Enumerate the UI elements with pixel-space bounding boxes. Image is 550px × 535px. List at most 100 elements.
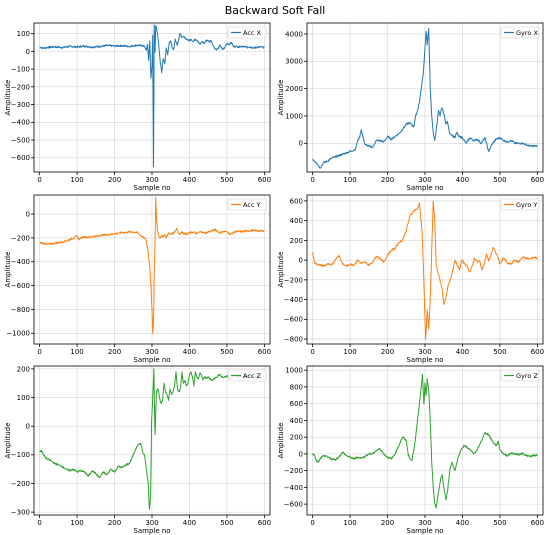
x-tick-label: 400: [456, 176, 469, 184]
y-tick-label: −200: [284, 276, 303, 284]
subplot-2: 0 100 200 300 400 500 600 0 1000 2000 3000 4000 Samp…: [277, 22, 544, 192]
y-tick-label: 1000: [285, 112, 303, 120]
subplot-6: 0 100 200 300 400 500 600 −600 −400 −200 0 200 400 60…: [277, 365, 544, 535]
legend-label: Gyro Y: [516, 201, 537, 209]
legend: Gyro Y: [500, 198, 540, 211]
y-tick-label: −600: [284, 501, 303, 509]
y-tick-label: 600: [290, 400, 303, 408]
y-tick-label: 0: [299, 140, 303, 148]
x-tick-label: 100: [343, 176, 356, 184]
x-axis-label: Sample no: [406, 527, 443, 535]
x-tick-label: 100: [70, 176, 83, 184]
legend: Gyro X: [500, 26, 540, 39]
legend-label: Acc X: [243, 29, 262, 37]
legend-box: [500, 26, 540, 39]
y-tick-label: 1000: [285, 367, 303, 375]
series-line: [312, 28, 538, 169]
x-axis-label: Sample no: [406, 356, 443, 364]
x-axis-label: Sample no: [133, 356, 170, 364]
series-line: [312, 373, 538, 509]
x-tick-label: 600: [258, 519, 271, 527]
y-tick-label: −800: [284, 335, 303, 343]
x-tick-label: 100: [70, 519, 83, 527]
x-tick-label: 0: [310, 348, 314, 356]
legend-box: [227, 369, 267, 382]
y-tick-label: −100: [11, 66, 30, 74]
y-axis-label: Amplitude: [277, 252, 285, 288]
y-tick-label: −600: [11, 282, 30, 290]
subplot-4: 0 100 200 300 400 500 600 −800 −600 −400 −200 0 200 4…: [277, 194, 544, 364]
subplot-1: 0 100 200 300 400 500 600 −600 −500 −400 −300 −200 −…: [4, 22, 271, 192]
y-axis-label: Amplitude: [4, 423, 12, 459]
y-tick-label: 400: [290, 217, 303, 225]
y-tick-label: 800: [290, 383, 303, 391]
y-tick-label: 400: [290, 417, 303, 425]
legend-box: [227, 26, 267, 39]
x-axis-label: Sample no: [406, 184, 443, 192]
x-tick-label: 300: [418, 519, 431, 527]
y-tick-label: 0: [26, 210, 30, 218]
x-tick-label: 100: [70, 348, 83, 356]
y-tick-label: −200: [11, 83, 30, 91]
y-tick-label: 0: [26, 48, 30, 56]
x-tick-label: 200: [381, 348, 394, 356]
y-tick-label: −200: [11, 480, 30, 488]
x-tick-label: 600: [258, 348, 271, 356]
y-axis-label: Amplitude: [277, 423, 285, 459]
x-tick-label: 600: [531, 348, 544, 356]
y-tick-label: −100: [11, 451, 30, 459]
legend-box: [500, 198, 540, 211]
x-tick-label: 300: [418, 176, 431, 184]
x-tick-label: 400: [183, 519, 196, 527]
x-tick-label: 300: [418, 348, 431, 356]
subplots-container: 0 100 200 300 400 500 600 −600 −500 −400 −300 −200 −…: [4, 22, 544, 535]
x-tick-label: 400: [456, 519, 469, 527]
y-tick-label: 0: [299, 257, 303, 265]
legend: Acc X: [227, 26, 267, 39]
y-tick-label: −400: [284, 296, 303, 304]
legend-box: [500, 369, 540, 382]
y-tick-label: 600: [290, 197, 303, 205]
x-tick-label: 600: [258, 176, 271, 184]
subplot-3: 0 100 200 300 400 500 600 −1000 −800 −600 −400 −200…: [4, 194, 271, 364]
x-tick-label: 200: [381, 176, 394, 184]
x-tick-label: 600: [531, 519, 544, 527]
x-tick-label: 0: [37, 519, 41, 527]
y-tick-label: −200: [284, 467, 303, 475]
x-tick-label: 300: [145, 519, 158, 527]
x-tick-label: 400: [183, 348, 196, 356]
y-tick-label: 0: [26, 423, 30, 431]
x-tick-label: 300: [145, 176, 158, 184]
x-tick-label: 600: [531, 176, 544, 184]
x-tick-label: 200: [381, 519, 394, 527]
legend: Acc Z: [227, 369, 267, 382]
y-tick-label: −1000: [6, 330, 30, 338]
y-tick-label: 100: [17, 394, 30, 402]
legend-label: Gyro Z: [516, 372, 538, 380]
series-line: [39, 24, 265, 168]
y-tick-label: 100: [17, 30, 30, 38]
x-tick-label: 500: [493, 176, 506, 184]
x-tick-label: 500: [493, 519, 506, 527]
y-tick-label: −500: [11, 136, 30, 144]
y-tick-label: −400: [11, 119, 30, 127]
x-tick-label: 500: [220, 176, 233, 184]
series-line: [39, 368, 265, 510]
legend: Acc Y: [227, 198, 267, 211]
legend: Gyro Z: [500, 369, 540, 382]
x-tick-label: 100: [343, 348, 356, 356]
x-tick-label: 500: [493, 348, 506, 356]
x-tick-label: 100: [343, 519, 356, 527]
legend-box: [227, 198, 267, 211]
x-tick-label: 300: [145, 348, 158, 356]
x-tick-label: 400: [183, 176, 196, 184]
y-tick-label: −600: [11, 154, 30, 162]
figure-title: Backward Soft Fall: [225, 4, 326, 17]
legend-label: Acc Z: [243, 372, 262, 380]
y-tick-label: −300: [11, 509, 30, 517]
x-tick-label: 400: [456, 348, 469, 356]
x-tick-label: 200: [108, 348, 121, 356]
x-tick-label: 500: [220, 519, 233, 527]
y-tick-label: −800: [11, 306, 30, 314]
x-tick-label: 500: [220, 348, 233, 356]
